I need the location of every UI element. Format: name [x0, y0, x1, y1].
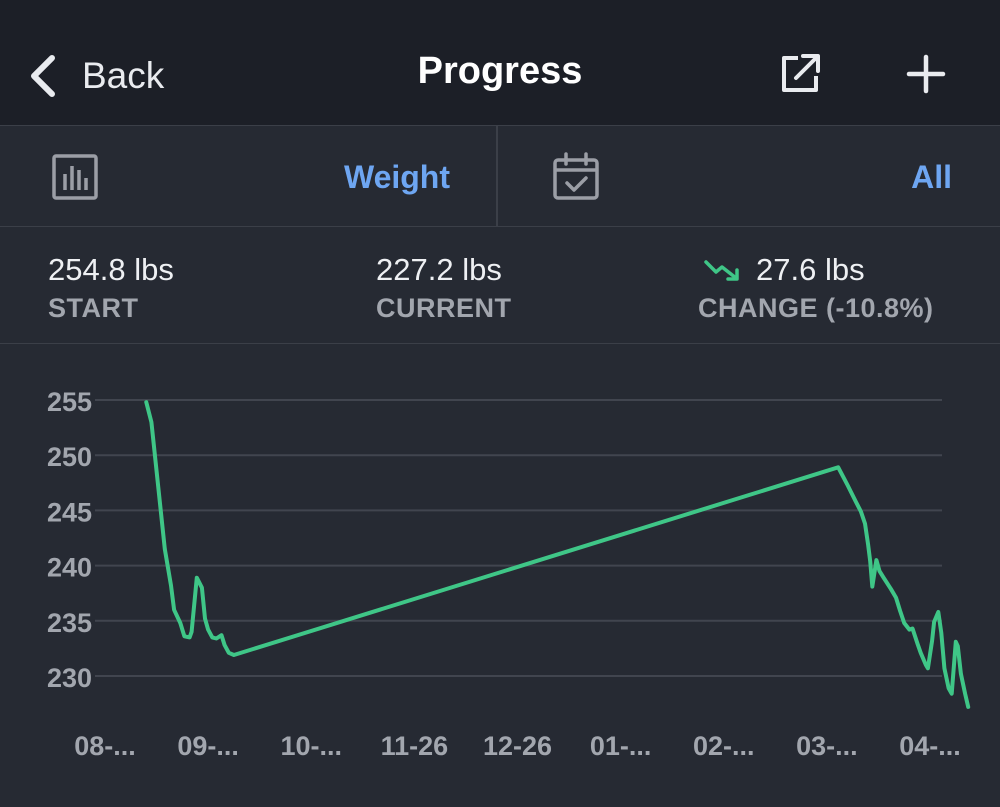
start-value: 254.8 lbs — [48, 252, 174, 287]
current-label: CURRENT — [376, 293, 512, 323]
change-label: CHANGE (-10.8%) — [698, 293, 934, 323]
plus-icon[interactable] — [904, 52, 948, 96]
x-tick-label: 10-... — [280, 731, 342, 761]
x-tick-label: 12-26 — [483, 731, 552, 761]
x-tick-label: 04-... — [899, 731, 961, 761]
weight-chart: 255 250 245 240 235 230 08-... 09-... 10-... 11-… — [0, 345, 1000, 802]
y-tick-label: 230 — [47, 663, 92, 693]
x-tick-label: 03-... — [796, 731, 858, 761]
y-tick-label: 240 — [47, 553, 92, 583]
x-tick-label: 11-26 — [381, 731, 449, 761]
stats-row: 254.8 lbs START 227.2 lbs CURRENT 27.6 l… — [0, 227, 1000, 344]
stat-current: 227.2 lbs CURRENT — [376, 251, 512, 327]
stat-change: 27.6 lbs CHANGE (-10.8%) — [698, 251, 934, 327]
stat-start: 254.8 lbs START — [48, 251, 174, 327]
change-value: 27.6 lbs — [756, 252, 865, 287]
range-selector[interactable]: All — [500, 126, 1000, 226]
y-tick-label: 255 — [47, 387, 92, 417]
x-tick-label: 01-... — [590, 731, 652, 761]
back-label: Back — [82, 55, 165, 96]
y-tick-label: 250 — [47, 442, 92, 472]
y-tick-label: 245 — [47, 497, 92, 527]
bar-chart-icon — [52, 154, 98, 200]
change-row: 27.6 lbs — [698, 251, 934, 289]
page-title: Progress — [417, 50, 583, 92]
chevron-left-icon — [31, 55, 55, 97]
back-button[interactable]: Back — [28, 48, 164, 104]
start-label: START — [48, 293, 139, 323]
metric-value: Weight — [343, 159, 450, 195]
x-tick-label: 02-... — [693, 731, 755, 761]
range-value: All — [911, 159, 952, 195]
filter-bar: Weight All — [0, 126, 1000, 227]
weight-series-line — [144, 400, 971, 709]
x-tick-label: 08-... — [74, 731, 136, 761]
y-tick-label: 235 — [47, 608, 92, 638]
share-external-icon[interactable] — [776, 50, 824, 98]
metric-selector[interactable]: Weight — [0, 126, 498, 226]
calendar-check-icon — [553, 152, 599, 200]
weight-line-chart: 255 250 245 240 235 230 08-... 09-... 10-... 11-… — [47, 387, 971, 761]
current-value: 227.2 lbs — [376, 252, 502, 287]
trend-down-icon — [704, 260, 739, 281]
x-tick-label: 09-... — [177, 731, 239, 761]
nav-bar: Back Progress — [0, 0, 1000, 126]
